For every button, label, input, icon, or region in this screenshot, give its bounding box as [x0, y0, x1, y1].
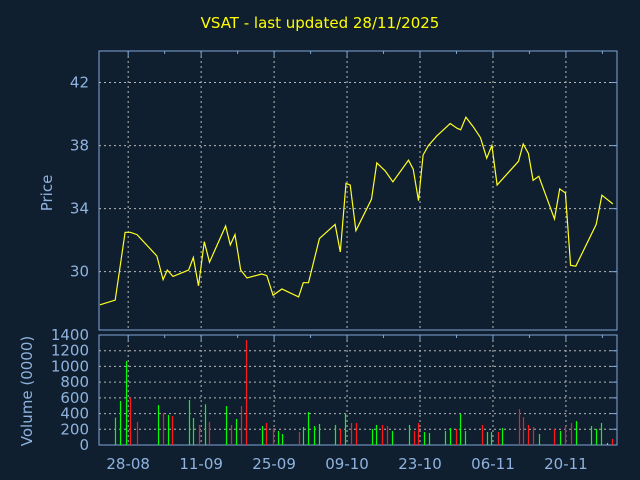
x-tick-label: 09-10	[325, 455, 369, 473]
chart-title: VSAT - last updated 28/11/2025	[200, 14, 440, 32]
volume-tick-label: 800	[60, 373, 89, 391]
volume-tick-label: 0	[79, 436, 89, 454]
x-tick-label: 28-08	[106, 455, 150, 473]
x-tick-label: 25-09	[252, 455, 296, 473]
volume-tick-label: 1200	[51, 342, 89, 360]
price-tick-label: 30	[70, 263, 89, 281]
price-plot-frame	[98, 50, 618, 331]
gridlines	[99, 51, 617, 446]
volume-tick-label: 1000	[51, 357, 89, 375]
price-tick-label: 42	[70, 74, 89, 92]
x-tick-label: 23-10	[398, 455, 442, 473]
volume-axis-label: Volume (0000)	[18, 336, 36, 446]
price-line	[99, 116, 614, 306]
volume-tick-label: 600	[60, 389, 89, 407]
volume-plot-frame	[98, 334, 618, 446]
price-tick-label: 38	[70, 137, 89, 155]
volume-bars	[114, 339, 614, 445]
volume-tick-label: 400	[60, 405, 89, 423]
volume-tick-label: 1400	[51, 326, 89, 344]
price-axis-label: Price	[38, 175, 56, 212]
x-tick-label: 11-09	[179, 455, 223, 473]
x-tick-label: 06-11	[471, 455, 515, 473]
plot-frames	[98, 50, 618, 446]
price-tick-label: 34	[70, 200, 89, 218]
volume-tick-label: 200	[60, 420, 89, 438]
x-tick-label: 20-11	[544, 455, 588, 473]
